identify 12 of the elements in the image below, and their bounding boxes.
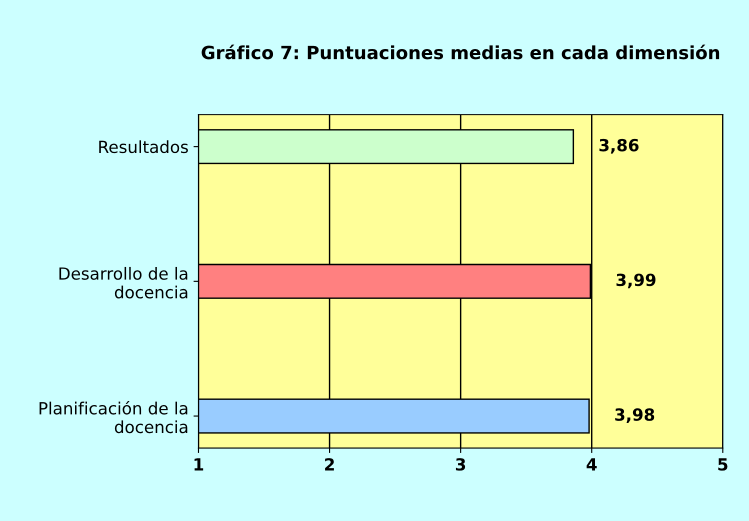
y-tick-label: Planificación de la docencia xyxy=(40,401,188,434)
x-tick-label: 1 xyxy=(194,458,204,470)
data-label: 3,86 xyxy=(599,138,639,154)
x-tick-label: 4 xyxy=(586,458,597,470)
y-tick-label: Desarrollo de la docencia xyxy=(59,266,188,299)
x-tick-label: 2 xyxy=(325,458,334,470)
x-tick-label: 5 xyxy=(718,458,728,471)
data-label: 3,99 xyxy=(616,274,656,288)
chart-title: Gráfico 7: Puntuaciones medias en cada dimensión xyxy=(202,44,720,60)
y-tick-label: Resultados xyxy=(99,140,188,154)
x-tick-label: 3 xyxy=(456,458,466,471)
data-label: 3,98 xyxy=(615,408,654,424)
